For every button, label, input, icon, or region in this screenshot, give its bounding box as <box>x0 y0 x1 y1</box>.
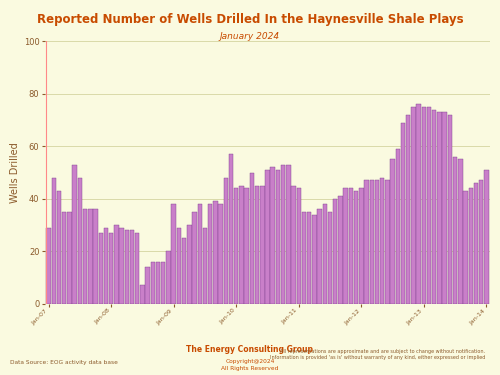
Bar <box>359 188 364 304</box>
Text: The Energy Consulting Group: The Energy Consulting Group <box>186 345 314 354</box>
Bar <box>328 212 332 304</box>
Bar <box>453 157 458 304</box>
Text: Reported Number of Wells Drilled In the Haynesville Shale Plays: Reported Number of Wells Drilled In the … <box>36 13 464 26</box>
Bar <box>234 188 238 304</box>
Bar <box>344 188 348 304</box>
Text: Copyright@2024: Copyright@2024 <box>226 359 274 364</box>
Bar <box>458 159 462 304</box>
Bar <box>260 186 264 304</box>
Bar <box>244 188 249 304</box>
Bar <box>411 107 416 304</box>
Bar <box>150 262 155 304</box>
Bar <box>302 212 306 304</box>
Bar <box>464 191 468 304</box>
Bar <box>68 212 71 304</box>
Bar <box>370 180 374 304</box>
Bar <box>474 183 478 304</box>
Bar <box>218 204 223 304</box>
Bar <box>276 170 280 304</box>
Bar <box>161 262 166 304</box>
Bar <box>192 212 197 304</box>
Bar <box>468 188 473 304</box>
Text: January 2024: January 2024 <box>220 32 280 41</box>
Bar <box>208 204 212 304</box>
Bar <box>338 196 342 304</box>
Bar <box>479 180 484 304</box>
Bar <box>83 209 87 304</box>
Bar <box>166 251 170 304</box>
Bar <box>182 238 186 304</box>
Bar <box>255 186 260 304</box>
Bar <box>176 228 181 304</box>
Bar <box>286 165 290 304</box>
Bar <box>348 188 353 304</box>
Bar <box>88 209 92 304</box>
Bar <box>135 233 140 304</box>
Bar <box>322 204 327 304</box>
Bar <box>52 178 56 304</box>
Bar <box>172 204 176 304</box>
Bar <box>114 225 118 304</box>
Bar <box>380 178 384 304</box>
Bar <box>120 228 124 304</box>
Text: Data Source: EOG activity data base: Data Source: EOG activity data base <box>10 360 118 365</box>
Bar <box>437 112 442 304</box>
Bar <box>270 167 275 304</box>
Bar <box>146 267 150 304</box>
Bar <box>390 159 395 304</box>
Bar <box>333 199 338 304</box>
Bar <box>448 115 452 304</box>
Bar <box>156 262 160 304</box>
Bar <box>292 186 296 304</box>
Bar <box>354 191 358 304</box>
Bar <box>401 123 405 304</box>
Bar <box>307 212 312 304</box>
Bar <box>427 107 431 304</box>
Bar <box>72 165 77 304</box>
Text: All Rights Reserved: All Rights Reserved <box>222 366 278 371</box>
Bar <box>140 285 144 304</box>
Bar <box>239 186 244 304</box>
Bar <box>224 178 228 304</box>
Bar <box>422 107 426 304</box>
Bar <box>385 180 390 304</box>
Bar <box>109 233 114 304</box>
Bar <box>442 112 447 304</box>
Bar <box>250 172 254 304</box>
Bar <box>406 115 410 304</box>
Bar <box>213 201 218 304</box>
Bar <box>187 225 192 304</box>
Bar <box>46 228 51 304</box>
Bar <box>62 212 66 304</box>
Bar <box>266 170 270 304</box>
Bar <box>312 214 316 304</box>
Bar <box>484 170 488 304</box>
Bar <box>94 209 98 304</box>
Bar <box>229 154 233 304</box>
Bar <box>98 233 103 304</box>
Bar <box>281 165 285 304</box>
Bar <box>104 228 108 304</box>
Text: All representations are approximate and are subject to change without notificati: All representations are approximate and … <box>270 349 485 360</box>
Bar <box>203 228 207 304</box>
Y-axis label: Wells Drilled: Wells Drilled <box>10 142 20 203</box>
Bar <box>130 230 134 304</box>
Bar <box>78 178 82 304</box>
Bar <box>198 204 202 304</box>
Bar <box>432 110 436 304</box>
Bar <box>416 104 421 304</box>
Bar <box>318 209 322 304</box>
Bar <box>124 230 129 304</box>
Bar <box>57 191 62 304</box>
Bar <box>364 180 368 304</box>
Bar <box>296 188 301 304</box>
Bar <box>396 149 400 304</box>
Bar <box>374 180 379 304</box>
